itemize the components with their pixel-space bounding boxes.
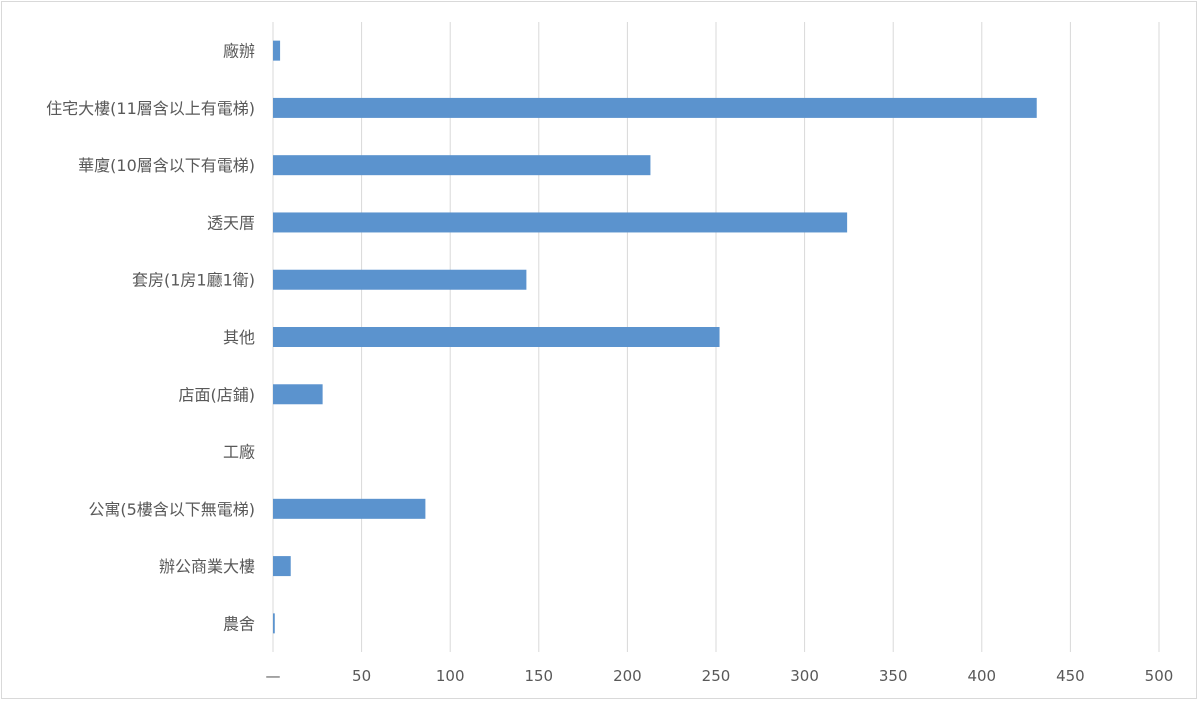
bar: [273, 556, 291, 577]
bar: [273, 269, 527, 290]
x-tick-label: 450: [1056, 667, 1085, 685]
x-tick-label: 400: [967, 667, 996, 685]
category-label: 其他: [223, 328, 255, 347]
category-label: 辦公商業大樓: [159, 557, 255, 576]
x-tick-label: 350: [879, 667, 908, 685]
bar: [273, 498, 426, 519]
x-tick-label: 300: [790, 667, 819, 685]
x-tick-label: 500: [1145, 667, 1174, 685]
bar: [273, 155, 651, 176]
x-axis-tick-labels: — 50 100 150 200 250 300 350 400 450 500: [266, 667, 1174, 685]
x-tick-label: 200: [613, 667, 642, 685]
category-label: 店面(店鋪): [179, 385, 256, 404]
gridlines: [272, 22, 1160, 652]
x-tick-label: —: [266, 667, 281, 685]
x-tick-label: 150: [524, 667, 553, 685]
bar: [273, 97, 1037, 118]
category-label: 套房(1房1廳1衛): [132, 271, 255, 290]
category-label: 住宅大樓(11層含以上有電梯): [46, 99, 255, 118]
category-label: 華廈(10層含以下有電梯): [78, 156, 255, 175]
x-tick-label: 50: [352, 667, 371, 685]
category-label: 公寓(5樓含以下無電梯): [88, 500, 255, 519]
category-label: 工廠: [223, 443, 255, 462]
x-tick-label: 100: [436, 667, 465, 685]
bars: [273, 40, 1037, 634]
bar: [273, 40, 281, 61]
bar: [273, 613, 275, 634]
bar: [273, 327, 720, 347]
category-label: 農舍: [223, 614, 255, 633]
bar: [273, 212, 848, 233]
category-label: 透天厝: [207, 213, 255, 232]
x-tick-label: 250: [702, 667, 731, 685]
bar: [273, 384, 323, 405]
category-label: 廠辦: [223, 42, 255, 61]
